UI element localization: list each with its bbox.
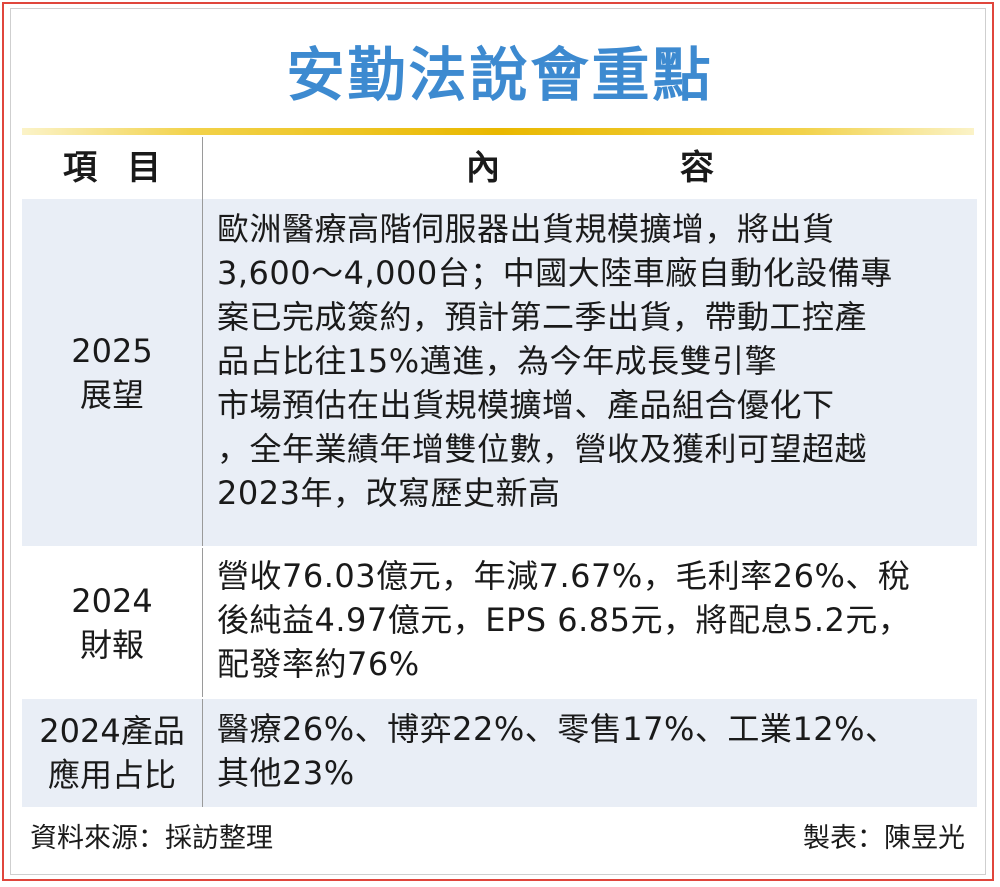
maker-note: 製表：陳昱光 — [803, 823, 965, 854]
header-item: 項目 — [22, 137, 203, 199]
table-row: 2024產品 應用占比 醫療26%、博弈22%、零售17%、工業12%、 其他2… — [22, 699, 977, 807]
row-content: 歐洲醫療高階伺服器出貨規模擴增，將出貨 3,600～4,000台；中國大陸車廠自… — [217, 210, 893, 512]
table-row: 2024 財報 營收76.03億元，年減7.67%，毛利率26%、稅 後純益4.… — [22, 546, 977, 699]
table-header: 項目 內容 — [22, 137, 977, 199]
row-content: 營收76.03億元，年減7.67%，毛利率26%、稅 後純益4.97億元，EPS… — [217, 557, 911, 683]
row-item-label: 2024產品 應用占比 — [22, 699, 203, 807]
row-content: 醫療26%、博弈22%、零售17%、工業12%、 其他23% — [217, 710, 898, 792]
page-title: 安勤法說會重點 — [286, 41, 714, 109]
header-content: 內容 — [466, 148, 894, 188]
info-table: 項目 內容 2025 展望 歐洲醫療高階伺服器出貨規模擴增，將出貨 3,600～… — [22, 137, 977, 807]
footer: 資料來源：採訪整理 製表：陳昱光 — [30, 816, 965, 855]
table-row: 2025 展望 歐洲醫療高階伺服器出貨規模擴增，將出貨 3,600～4,000台… — [22, 199, 977, 546]
inner-frame — [10, 8, 986, 875]
row-item-label: 2025 展望 — [22, 199, 203, 546]
title-divider — [22, 128, 974, 135]
row-item-label: 2024 財報 — [22, 548, 203, 697]
source-note: 資料來源：採訪整理 — [30, 823, 273, 854]
